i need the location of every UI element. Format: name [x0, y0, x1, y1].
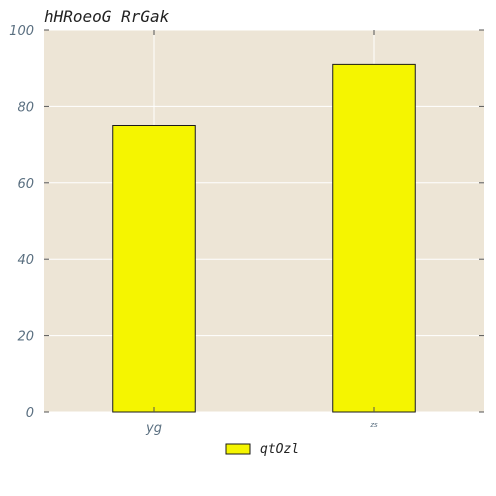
legend-swatch — [225, 443, 251, 455]
ytick-label: 100 — [9, 24, 34, 39]
legend-label: qtOzl — [260, 442, 299, 457]
bar-zs — [332, 63, 416, 413]
ytick-label: 0 — [26, 406, 34, 421]
plot-area — [44, 30, 484, 412]
axes: 0 20 40 60 80 100 yg zs — [9, 24, 484, 436]
chart-title: hHRoeoG RrGak — [44, 7, 170, 26]
ytick-label: 60 — [17, 177, 34, 192]
bars — [112, 63, 416, 413]
xtick-label: yg — [145, 421, 162, 436]
legend: qtOzl — [225, 442, 299, 457]
ytick-label: 20 — [17, 330, 34, 345]
ytick-label: 80 — [17, 100, 34, 115]
bar-yg — [112, 125, 196, 413]
ytick-label: 40 — [17, 253, 34, 268]
xtick-label: zs — [369, 421, 378, 429]
